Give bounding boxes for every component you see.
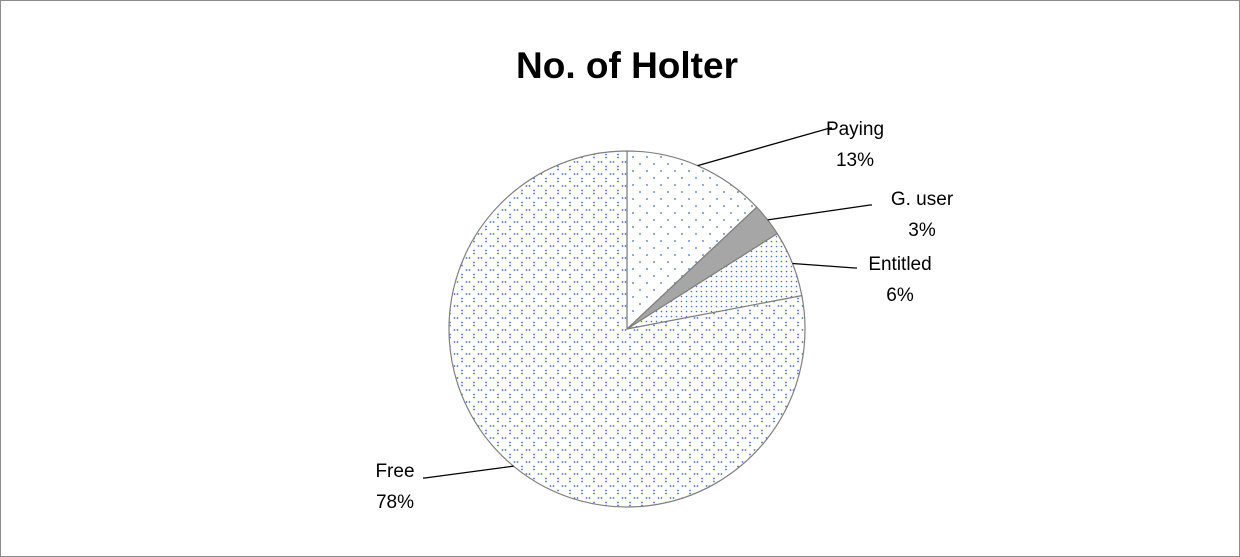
leader-line (697, 127, 832, 167)
data-label-name: Entitled (868, 254, 931, 275)
data-label-name: Paying (826, 119, 884, 140)
data-label-value: 78% (376, 492, 414, 513)
leader-line (767, 204, 872, 221)
pie-slice (626, 150, 758, 331)
leader-line (423, 465, 514, 479)
pie-slice (448, 150, 806, 508)
chart-title: No. of Holter (516, 45, 738, 86)
data-label-name: G. user (891, 189, 954, 210)
data-label-value: 3% (908, 220, 936, 241)
data-label-value: 13% (836, 150, 874, 171)
data-label-value: 6% (886, 285, 914, 306)
leader-line (792, 262, 857, 269)
data-label-name: Free (375, 461, 414, 482)
